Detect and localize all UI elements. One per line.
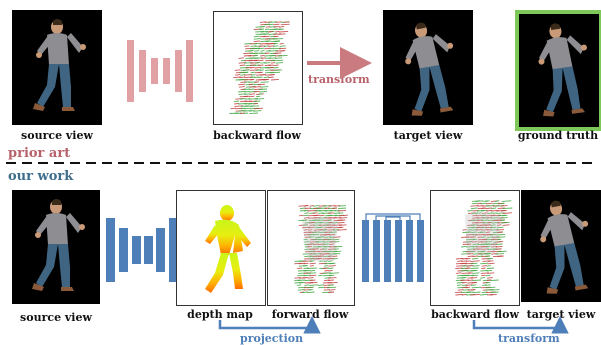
depth-map-graphic xyxy=(205,205,251,293)
forward-flow-image xyxy=(267,190,355,306)
flow-field-graphic xyxy=(214,12,302,124)
our-encoder-network-icon xyxy=(106,218,178,282)
prior-target-caption: target view xyxy=(393,129,463,142)
our-encoder-decoder-network-icon xyxy=(362,212,424,284)
ground-truth-caption: ground truth xyxy=(517,129,599,142)
our-backward-flow-caption: backward flow xyxy=(431,308,519,321)
projection-arrow xyxy=(218,316,321,334)
projection-label: projection xyxy=(240,332,304,345)
our-source-caption: source view xyxy=(20,311,92,324)
prior-source-caption: source view xyxy=(21,129,93,142)
prior-backward-flow-image xyxy=(213,11,303,125)
prior-target-view-image xyxy=(383,10,473,125)
our-target-caption: target view xyxy=(526,308,596,321)
flow-field-graphic xyxy=(268,191,354,305)
running-person-icon xyxy=(405,22,454,116)
our-work-label: our work xyxy=(8,169,74,184)
prior-transform-label: transform xyxy=(308,73,370,86)
prior-source-view-image xyxy=(12,10,102,125)
flow-field-graphic xyxy=(431,191,519,305)
running-person-icon xyxy=(540,200,589,294)
our-transform-arrow xyxy=(472,316,569,334)
prior-network-icon xyxy=(127,36,193,106)
our-source-view-image xyxy=(12,190,100,304)
running-person-icon xyxy=(33,19,86,111)
running-person-icon xyxy=(538,23,587,117)
forward-flow-caption: forward flow xyxy=(271,308,349,321)
our-target-view-image xyxy=(521,190,601,302)
prior-art-label: prior art xyxy=(8,146,71,161)
our-backward-flow-image xyxy=(430,190,520,306)
prior-backward-flow-caption: backward flow xyxy=(213,129,301,142)
ground-truth-image xyxy=(515,10,601,131)
our-transform-label: transform xyxy=(498,332,560,345)
running-person-icon xyxy=(32,199,85,291)
depth-map-image xyxy=(176,190,266,306)
depth-map-caption: depth map xyxy=(187,308,253,321)
